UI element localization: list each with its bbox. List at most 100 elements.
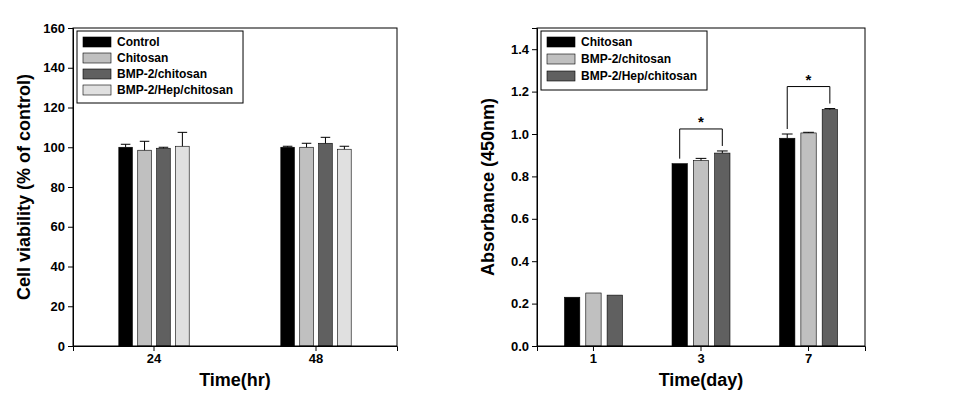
- legend-label: BMP-2/Hep/chitosan: [581, 69, 697, 83]
- error-cap: [121, 144, 131, 145]
- y-axis-line: [68, 29, 74, 347]
- y-tick-mark: [68, 108, 73, 109]
- y-tick-mark: [68, 28, 73, 29]
- chart: 0.00.20.40.60.81.01.21.4137Time(day)Abso…: [478, 28, 866, 390]
- legend-label: BMP-2/chitosan: [117, 67, 207, 81]
- bar: [693, 161, 708, 347]
- error-stem: [182, 132, 183, 146]
- error-bar: [717, 151, 728, 153]
- legend-swatch: [547, 71, 575, 81]
- x-tick-label: 1: [590, 351, 597, 366]
- y-tick-label: 160: [43, 21, 65, 36]
- error-cap: [782, 134, 793, 135]
- bar: [176, 146, 190, 346]
- y-tick-mark: [68, 227, 73, 228]
- plot-frame: [537, 28, 865, 346]
- y-tick: 0.4: [511, 254, 537, 269]
- bar: [607, 295, 622, 346]
- error-bar: [321, 137, 331, 143]
- legend-swatch: [547, 37, 575, 47]
- plot-marks: [119, 132, 351, 346]
- x-tick: 24: [147, 346, 162, 366]
- y-tick-label: 1.0: [511, 127, 529, 142]
- y-axis: 0.0 0.2 0.4 0.6 0.8 1.0 1.2 1.4: [511, 29, 538, 354]
- legend-label: Chitosan: [117, 51, 168, 65]
- error-bar: [178, 132, 188, 146]
- x-tick-label: 3: [697, 351, 704, 366]
- legend-label: BMP-2/Hep/chitosan: [117, 83, 233, 97]
- y-tick-mark: [68, 68, 73, 69]
- significance-bracket: [787, 87, 830, 129]
- error-cap: [717, 150, 728, 151]
- error-cap: [159, 147, 169, 148]
- x-axis: 1 3 7: [538, 346, 866, 366]
- legend-frame: [77, 31, 243, 103]
- bar: [672, 164, 687, 346]
- y-tick-label: 0.2: [511, 296, 529, 311]
- y-tick: 1.4: [511, 42, 537, 57]
- error-cap: [302, 143, 312, 144]
- error-bar: [803, 132, 814, 134]
- y-axis-title: Cell viability (% of control): [14, 74, 34, 300]
- significance-label: *: [698, 113, 704, 130]
- y-tick: 20: [51, 299, 73, 314]
- y-tick-mark: [532, 134, 537, 135]
- y-tick: 140: [43, 60, 73, 75]
- legend-label: Control: [117, 35, 160, 49]
- x-tick: 7: [805, 346, 812, 366]
- y-tick: 0.6: [511, 211, 537, 226]
- y-tick-mark: [68, 147, 73, 148]
- legend: Control Chitosan BMP-2/chitosan BMP-2/Hep/c…: [77, 31, 243, 103]
- y-axis: 020406080100120140160: [43, 21, 73, 354]
- y-tick-mark: [68, 306, 73, 307]
- chart: 0204060801001201401602448Time(hr)Cell vi…: [14, 21, 398, 390]
- bar: [715, 153, 730, 346]
- y-axis-line: [532, 29, 538, 347]
- x-tick-label: 7: [805, 351, 812, 366]
- error-cap: [803, 132, 814, 133]
- y-tick-mark: [68, 267, 73, 268]
- bar: [319, 143, 333, 346]
- legend: ChitosanBMP-2/chitosanBMP-2/Hep/chitosan: [541, 31, 707, 90]
- x-axis-title: Time(hr): [199, 370, 271, 390]
- legend-swatch: [83, 69, 111, 79]
- y-tick-label: 120: [43, 100, 65, 115]
- x-tick-label: 24: [147, 351, 162, 366]
- y-tick: 1.0: [511, 127, 537, 142]
- y-tick-label: 0.6: [511, 211, 529, 226]
- y-tick-label: 1.2: [511, 84, 529, 99]
- y-tick-mark: [532, 219, 537, 220]
- y-tick-mark: [532, 304, 537, 305]
- x-tick: 48: [309, 346, 323, 366]
- y-tick-label: 140: [43, 60, 65, 75]
- y-tick: 100: [43, 140, 73, 155]
- y-tick: 40: [51, 259, 73, 274]
- x-axis: 24 48: [74, 346, 398, 366]
- y-tick: 0.2: [511, 296, 537, 311]
- bar: [586, 293, 601, 346]
- error-bar: [283, 146, 293, 148]
- bar: [338, 149, 352, 346]
- y-tick-label: 0.8: [511, 169, 529, 184]
- y-tick-mark: [532, 49, 537, 50]
- error-bar: [340, 146, 350, 149]
- bar: [138, 150, 152, 346]
- error-cap: [140, 141, 150, 142]
- legend-label: BMP-2/chitosan: [581, 52, 671, 66]
- y-tick-label: 0.0: [511, 339, 529, 354]
- y-tick-label: 20: [51, 299, 65, 314]
- plot-marks: [564, 109, 837, 346]
- y-tick: 0.8: [511, 169, 537, 184]
- y-tick: 80: [51, 180, 73, 195]
- significance-bracket: [680, 129, 723, 159]
- error-cap: [824, 108, 835, 109]
- error-bar: [782, 134, 793, 138]
- error-cap: [696, 158, 707, 159]
- legend-swatch: [83, 53, 111, 63]
- y-tick-mark: [532, 261, 537, 262]
- y-tick: 60: [51, 219, 73, 234]
- bar: [822, 110, 837, 346]
- error-cap: [178, 132, 188, 133]
- bar: [300, 147, 314, 346]
- error-bar: [824, 109, 835, 110]
